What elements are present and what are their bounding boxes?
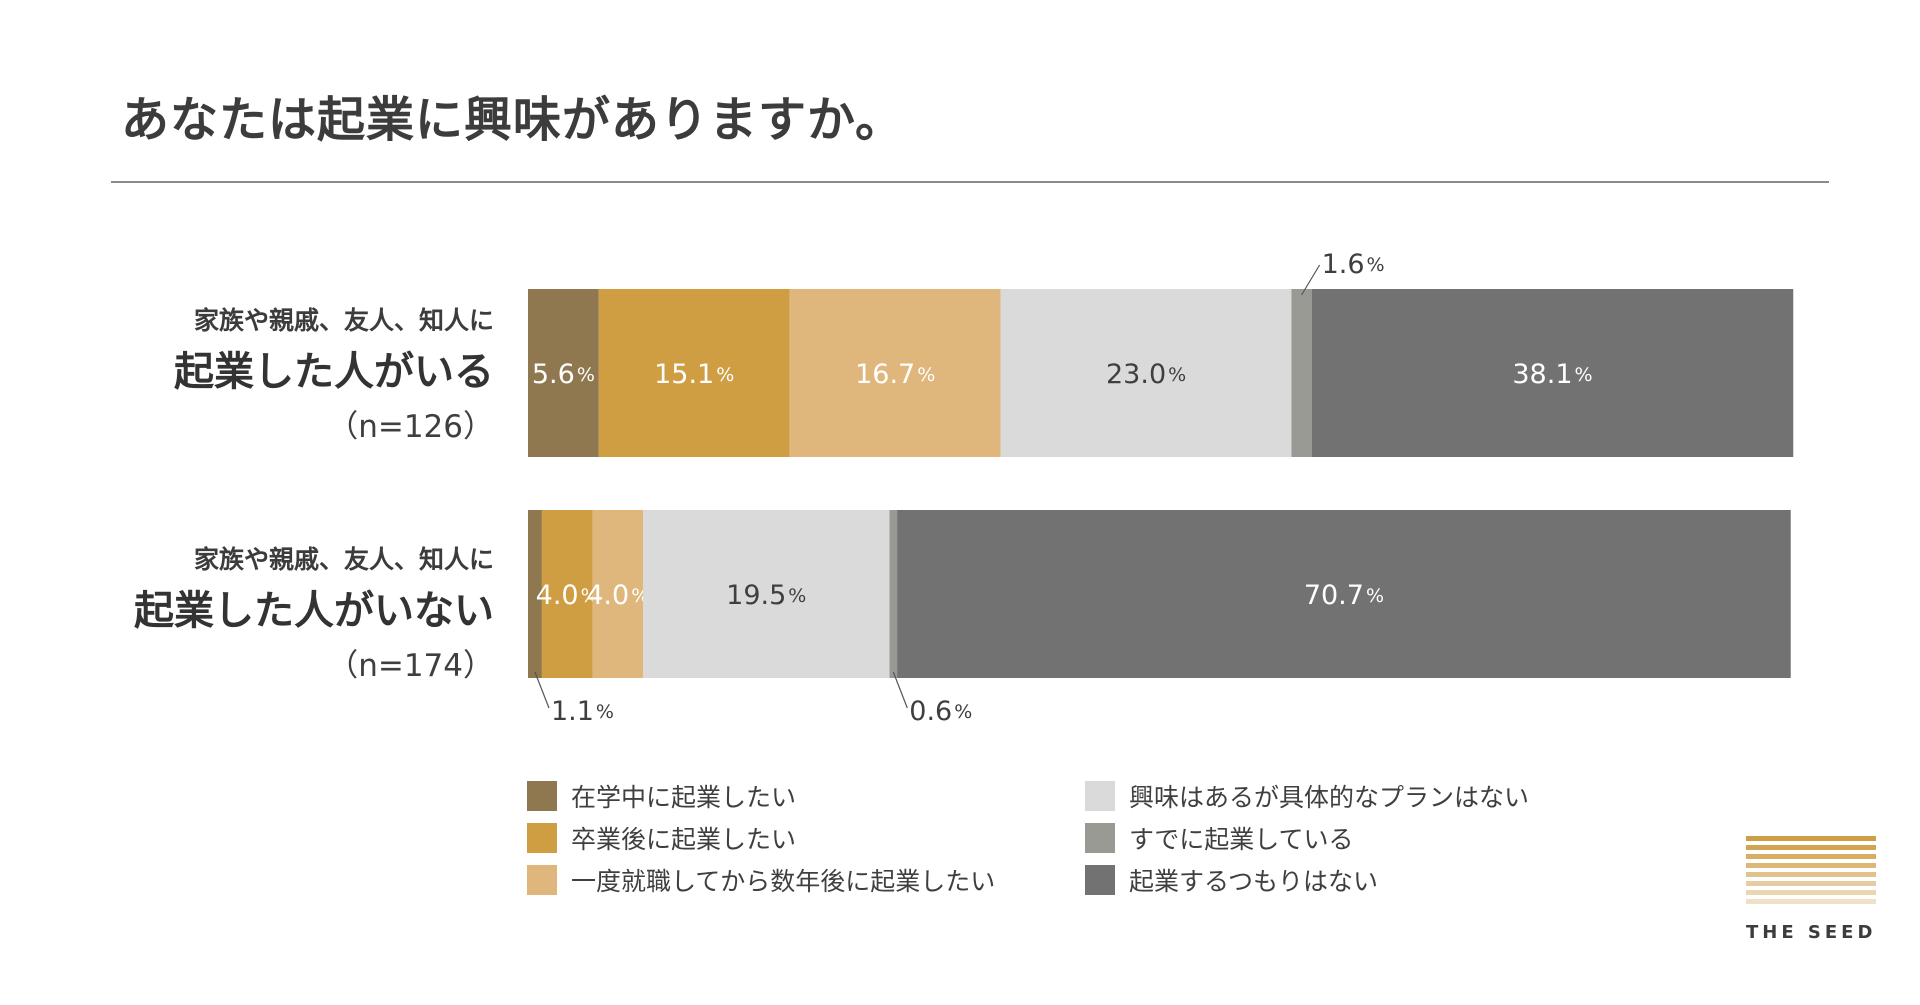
legend: 在学中に起業したい 卒業後に起業したい一度就職してから数年後に起業したい 興味はある… [527, 780, 1627, 910]
data-label-row2-series4: 19.5% [726, 580, 806, 611]
data-label-row1-series5-value: 1.6 [1322, 249, 1365, 280]
logo-stripe [1746, 890, 1876, 895]
data-label-row2-series1-percent-sign: % [596, 701, 614, 723]
legend-item: 興味はあるが具体的なプランはない [1085, 780, 1529, 812]
bar-segment-row2-series3 [592, 510, 644, 678]
legend-label: 起業するつもりはない [1129, 867, 1379, 896]
legend-label: すでに起業している [1129, 825, 1354, 854]
data-label-row1-series3-percent-sign: % [917, 364, 935, 386]
row-label-line1: 家族や親戚、友人、知人に [193, 306, 494, 335]
logo-stripe [1746, 872, 1876, 877]
bar-segment-row1-series4 [1000, 289, 1292, 457]
legend-label: 在学中に起業したい [571, 783, 797, 812]
title-divider [111, 181, 1829, 183]
data-label-row1-series4-value: 23.0 [1106, 359, 1166, 390]
data-label-row2-series5-value: 0.6 [909, 696, 952, 727]
data-label-row1-series6-value: 38.1 [1512, 359, 1572, 390]
logo-text: THE SEED [1746, 922, 1877, 943]
bar-segment-row2-series2 [541, 510, 593, 678]
legend-swatch [1085, 823, 1115, 853]
logo-stripe [1746, 854, 1876, 859]
bar-segment-row1-series3 [789, 289, 1001, 457]
data-label-row2-series6: 70.7% [1304, 580, 1384, 611]
legend-swatch [1085, 781, 1115, 811]
bar-segment-row1-series1 [528, 289, 599, 457]
data-label-row2-series4-percent-sign: % [788, 585, 806, 607]
data-label-row2-series1-value: 1.1 [551, 696, 594, 727]
data-label-row2-series6-percent-sign: % [1366, 585, 1384, 607]
data-label-row1-series5: 1.6% [1322, 249, 1385, 280]
legend-item: 一度就職してから数年後に起業したい [527, 864, 995, 896]
legend-label: 卒業後に起業したい [571, 825, 797, 854]
logo-stripe [1746, 836, 1876, 841]
row-label-line2: 起業した人がいない [134, 588, 494, 634]
bar-segment-row1-series5 [1291, 289, 1312, 457]
logo-stripe [1746, 845, 1876, 850]
legend-label: 興味はあるが具体的なプランはない [1129, 783, 1530, 812]
data-label-row2-series3: 4.0% [586, 580, 649, 611]
data-label-row1-series2-value: 15.1 [654, 359, 714, 390]
page-title: あなたは起業に興味がありますか。 [121, 92, 905, 148]
data-label-row1-series1-percent-sign: % [577, 364, 595, 386]
data-label-row1-series4-percent-sign: % [1168, 364, 1186, 386]
the-seed-logo: THE SEED [1746, 836, 1876, 946]
data-label-row1-series5-percent-sign: % [1367, 254, 1385, 276]
data-label-row1-series2: 15.1% [654, 359, 734, 390]
data-label-row1-series3-value: 16.7 [855, 359, 915, 390]
row-label-without-entrepreneur: 家族や親戚、友人、知人に 起業した人がいない （n=174） [134, 540, 494, 685]
bar-segment-row2-series5 [889, 510, 898, 678]
data-label-row2-series4-value: 19.5 [726, 580, 786, 611]
bar-segment-row2-series1 [528, 510, 542, 678]
data-label-row2-series3-value: 4.0 [586, 580, 629, 611]
data-label-row1-series6-percent-sign: % [1575, 364, 1593, 386]
data-label-row1-series6: 38.1% [1512, 359, 1592, 390]
row-label-sample-size: （n=174） [327, 648, 494, 684]
legend-swatch [527, 865, 557, 895]
data-label-row1-series1: 5.6% [532, 359, 595, 390]
legend-item: すでに起業している [1085, 822, 1354, 854]
bar-segment-row2-series6 [897, 510, 1791, 678]
legend-swatch [527, 781, 557, 811]
legend-swatch [527, 823, 557, 853]
legend-label: 一度就職してから数年後に起業したい [571, 867, 996, 896]
data-label-row2-series1: 1.1% [551, 696, 614, 727]
legend-swatch [1085, 865, 1115, 895]
logo-stripe [1746, 863, 1876, 868]
data-label-row1-series3: 16.7% [855, 359, 935, 390]
leader-line-row2-series1 [534, 671, 550, 709]
data-label-row1-series4: 23.0% [1106, 359, 1186, 390]
data-label-row1-series1-value: 5.6 [532, 359, 575, 390]
data-label-row1-series2-percent-sign: % [716, 364, 734, 386]
legend-item: 在学中に起業したい [527, 780, 796, 812]
row-label-line2: 起業した人がいる [174, 349, 494, 395]
logo-stripe [1746, 881, 1876, 886]
data-label-row2-series5: 0.6% [909, 696, 972, 727]
bar-segment-row2-series4 [643, 510, 890, 678]
legend-item: 卒業後に起業したい [527, 822, 796, 854]
legend-item: 起業するつもりはない [1085, 864, 1378, 896]
data-label-row2-series6-value: 70.7 [1304, 580, 1364, 611]
row-label-sample-size: （n=126） [327, 409, 494, 445]
data-label-row2-series2-value: 4.0 [536, 580, 579, 611]
leader-line-row2-series5 [892, 671, 908, 709]
data-label-row2-series5-percent-sign: % [954, 701, 972, 723]
row-label-with-entrepreneur: 家族や親戚、友人、知人に 起業した人がいる （n=126） [174, 301, 494, 446]
row-label-line1: 家族や親戚、友人、知人に [193, 545, 494, 574]
bar-segment-row1-series2 [598, 289, 790, 457]
leader-line-row1-series5 [1301, 264, 1321, 296]
logo-stripe [1746, 899, 1876, 904]
bar-segment-row1-series6 [1311, 289, 1794, 457]
